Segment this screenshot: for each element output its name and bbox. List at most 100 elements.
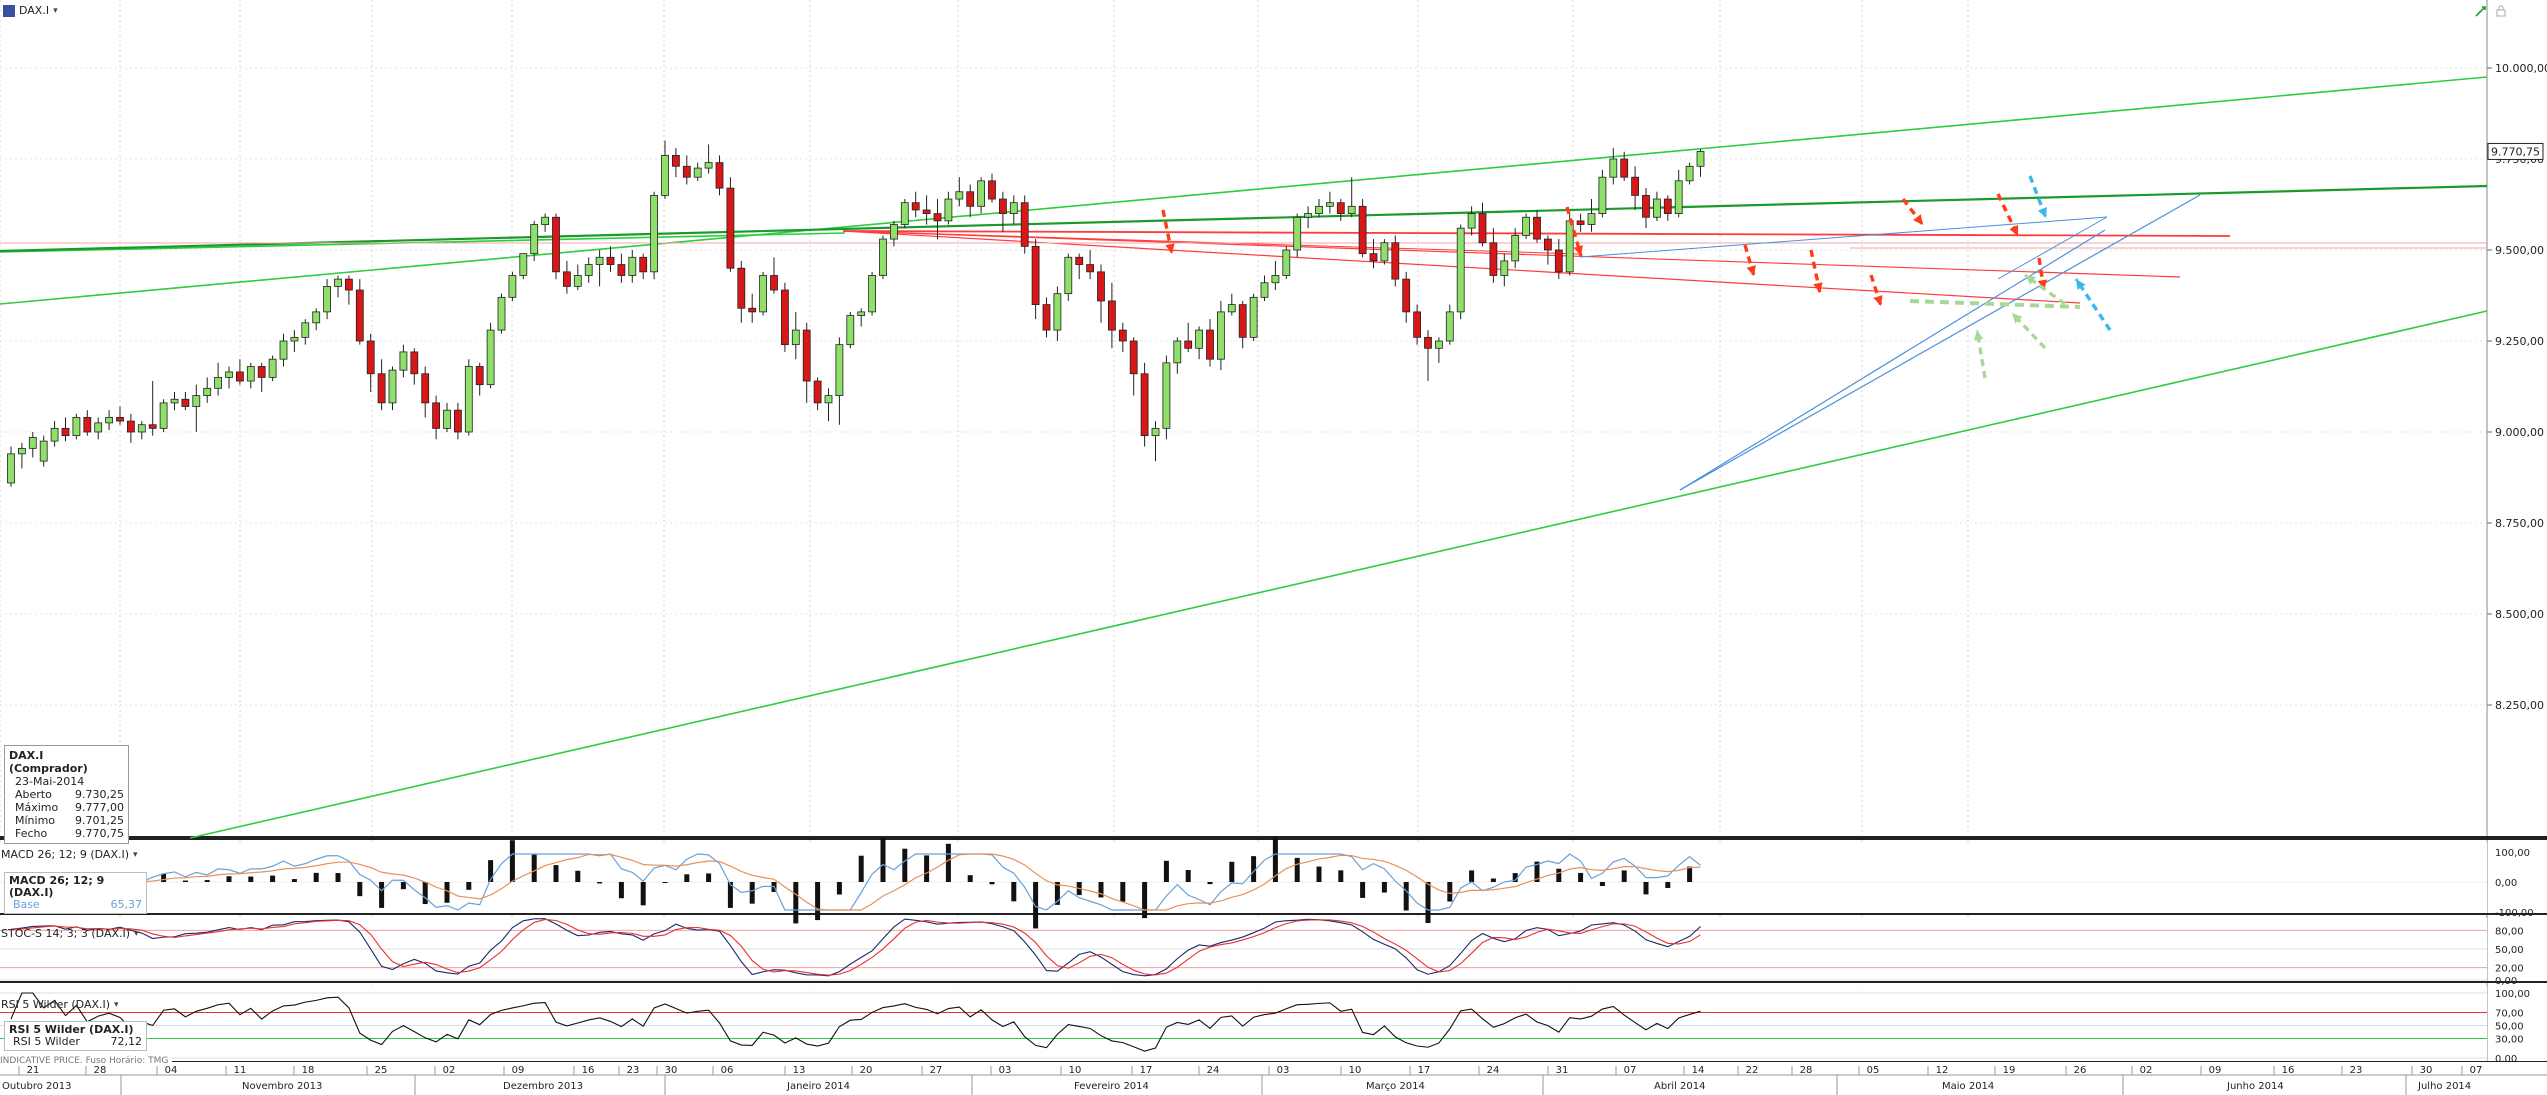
candle-up <box>1282 249 1291 276</box>
macd-histogram-bar <box>1054 882 1060 905</box>
candle-down <box>410 351 419 375</box>
candle-up <box>203 387 212 397</box>
x-month-label: Janeiro 2014 <box>786 1081 850 1092</box>
candle-down <box>1042 304 1051 331</box>
macd-tick-label: 0,00 <box>2495 878 2517 889</box>
candle-down <box>1544 238 1552 251</box>
x-month-label: Novembro 2013 <box>242 1081 322 1092</box>
cyan-arrow-head <box>2038 207 2047 218</box>
x-day-label: 24 <box>1207 1065 1220 1076</box>
candle-up <box>846 315 855 346</box>
candle-down <box>715 162 724 189</box>
macd-histogram-bar <box>248 876 254 882</box>
info-row-high: Máximo 9.777,00 <box>9 801 124 814</box>
macd-header-label: MACD 26; 12; 9 (DAX.I) <box>1 848 130 861</box>
candle-down <box>988 180 996 200</box>
candle-down <box>1402 278 1411 313</box>
draw-tool-icon[interactable] <box>2475 5 2487 17</box>
red-arrow-head <box>1573 245 1583 256</box>
x-month-label: Junho 2014 <box>2226 1081 2284 1092</box>
instrument-selector[interactable]: DAX.I ▾ <box>3 4 58 17</box>
info-value: 9.770,75 <box>75 827 124 840</box>
candle-up <box>105 417 113 424</box>
candle-down <box>672 154 680 167</box>
candle-up <box>530 224 539 255</box>
stoch-tick-label: 0,00 <box>2495 976 2517 987</box>
candle-down <box>1031 245 1040 306</box>
x-month-label: Março 2014 <box>1366 1081 1425 1092</box>
candle-down <box>148 424 157 429</box>
candle-down <box>1369 253 1378 262</box>
candle-down <box>737 267 746 309</box>
chevron-down-icon: ▾ <box>114 999 119 1010</box>
candle-up <box>824 395 833 404</box>
x-month-label: Julho 2014 <box>2417 1081 2471 1092</box>
candle-up <box>1151 427 1160 437</box>
candle-up <box>1315 205 1323 215</box>
candle-up <box>1195 329 1203 349</box>
candle-down <box>344 278 353 291</box>
info-row-open: Aberto 9.730,25 <box>9 788 124 801</box>
macd-histogram-bar <box>313 872 319 882</box>
candle-up <box>835 344 844 397</box>
candle-up <box>1598 176 1607 214</box>
macd-histogram-bar <box>531 854 537 882</box>
x-day-label: 09 <box>2209 1065 2222 1076</box>
candle-down <box>1129 340 1138 375</box>
candle-down <box>1631 176 1639 196</box>
rsi-pane <box>0 986 2487 1062</box>
red-arrow-head <box>1913 214 1923 225</box>
x-day-label: 02 <box>2140 1065 2153 1076</box>
y-tick-label: 10.000,00 <box>2495 62 2547 75</box>
rsi-selector[interactable]: RSI 5 Wilder (DAX.I) ▾ <box>1 998 119 1011</box>
candle-up <box>279 340 288 360</box>
x-day-label: 21 <box>27 1065 40 1076</box>
candle-up <box>192 395 201 407</box>
candle-up <box>334 278 342 287</box>
candle-up <box>214 376 223 389</box>
candle-down <box>682 165 691 178</box>
candle-down <box>257 366 266 378</box>
candle-up <box>159 402 168 429</box>
macd-signal-line <box>11 853 1701 911</box>
green-arrow-head <box>2012 313 2023 324</box>
candle-up <box>246 366 255 382</box>
macd-info-row: Base 65,37 <box>9 899 142 911</box>
candle-down <box>748 307 757 313</box>
candle-up <box>693 167 702 178</box>
candle-up <box>464 366 473 433</box>
candle-up <box>1445 311 1454 342</box>
lock-icon[interactable] <box>2495 5 2507 17</box>
candle-down <box>922 209 931 215</box>
candle-up <box>791 329 800 346</box>
macd-selector[interactable]: MACD 26; 12; 9 (DAX.I) ▾ <box>1 848 138 861</box>
candle-down <box>127 420 135 433</box>
candle-up <box>1271 275 1280 284</box>
candle-up <box>323 285 332 313</box>
support-line-blue <box>1679 229 2106 491</box>
candle-down <box>1489 242 1498 276</box>
rsi-info-label: RSI 5 Wilder <box>13 1035 80 1048</box>
stoch-selector[interactable]: STOC-S 14; 3; 3 (DAX.I) ▾ <box>1 927 139 940</box>
macd-histogram-bar <box>902 848 908 882</box>
macd-histogram-bar <box>597 882 603 884</box>
channel-line-blue <box>1997 216 2108 280</box>
y-tick-label: 9.000,00 <box>2495 426 2544 439</box>
candle-up <box>301 322 310 338</box>
cyan-arrow <box>2074 278 2112 331</box>
trendline-green-upper <box>0 76 2488 305</box>
x-day-label: 07 <box>2470 1065 2483 1076</box>
candle-up <box>1249 296 1258 338</box>
macd-histogram-bar <box>967 875 973 882</box>
candle-up <box>1217 311 1225 360</box>
candle-down <box>235 371 244 382</box>
candle-down <box>1238 304 1247 338</box>
candle-up <box>890 224 898 240</box>
macd-histogram-bar <box>640 882 646 906</box>
info-label: Mínimo <box>15 814 56 827</box>
x-day-label: 04 <box>165 1065 178 1076</box>
macd-histogram-bar <box>1643 882 1649 895</box>
stoch-pane <box>0 918 2487 982</box>
candle-down <box>61 427 70 437</box>
